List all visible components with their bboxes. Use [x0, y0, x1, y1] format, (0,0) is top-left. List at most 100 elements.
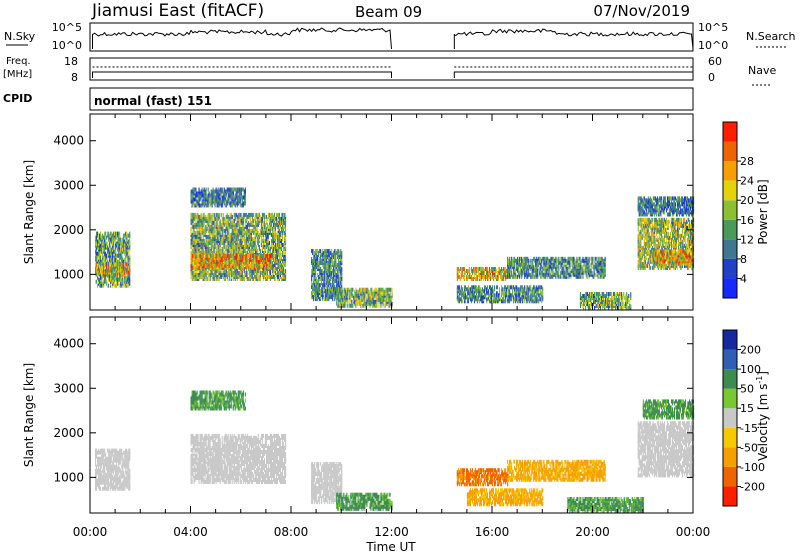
echo-cell	[341, 285, 343, 290]
echo-cell	[378, 287, 380, 292]
echo-cell	[337, 269, 339, 273]
echo-cell	[105, 275, 107, 280]
echo-cell	[279, 271, 281, 275]
echo-cell	[323, 279, 325, 284]
echo-cell	[334, 249, 336, 253]
echo-cell	[248, 212, 250, 217]
echo-cell	[329, 287, 331, 292]
echo-cell	[202, 201, 204, 206]
echo-cell	[206, 263, 208, 268]
echo-cell	[248, 237, 250, 241]
echo-cell	[474, 267, 476, 271]
echo-cell	[463, 285, 465, 290]
echo-cell	[233, 269, 235, 273]
echo-cell	[464, 271, 466, 275]
echo-cell	[484, 285, 486, 290]
echo-cell	[256, 212, 258, 217]
echo-cell	[273, 263, 275, 267]
echo-cell	[247, 212, 249, 217]
echo-cell	[241, 271, 243, 275]
echo-cell	[225, 189, 227, 194]
echo-cell	[107, 273, 109, 278]
echo-cell	[328, 297, 330, 302]
echo-cell	[461, 287, 463, 292]
echo-cell	[222, 195, 224, 200]
echo-cell	[230, 259, 232, 264]
echo-cell	[212, 273, 214, 277]
echo-cell	[231, 259, 233, 263]
echo-cell	[284, 251, 286, 255]
echo-cell	[467, 285, 469, 290]
echo-cell	[206, 195, 208, 200]
echo-cell	[202, 259, 204, 264]
echo-cell	[110, 249, 112, 254]
echo-cell	[191, 212, 193, 217]
echo-cell	[260, 261, 262, 266]
echo-cell	[195, 187, 197, 192]
echo-cell	[272, 234, 274, 239]
echo-cell	[282, 234, 284, 239]
echo-cell	[199, 191, 201, 196]
echo-cell	[243, 212, 245, 217]
echo-cell	[200, 273, 202, 277]
echo-cell	[363, 287, 365, 292]
echo-cell	[207, 263, 209, 268]
echo-cell	[479, 287, 481, 292]
echo-cell	[192, 239, 194, 243]
echo-cell	[278, 234, 280, 239]
echo-cell	[496, 285, 498, 290]
echo-cell	[245, 271, 247, 275]
echo-cell	[470, 275, 472, 279]
echo-cell	[380, 297, 382, 302]
echo-cell	[237, 195, 239, 200]
echo-cell	[338, 263, 340, 267]
echo-cell	[333, 255, 335, 259]
echo-cell	[322, 283, 324, 288]
echo-cell	[265, 257, 267, 262]
echo-cell	[475, 275, 477, 279]
echo-cell	[268, 269, 270, 273]
echo-cell	[235, 267, 237, 271]
echo-cell	[488, 289, 490, 294]
echo-cell	[341, 271, 343, 275]
echo-cell	[112, 251, 114, 256]
echo-cell	[520, 285, 522, 290]
echo-cell	[249, 269, 251, 273]
echo-cell	[377, 297, 379, 302]
echo-cell	[313, 277, 315, 281]
echo-cell	[265, 267, 267, 271]
echo-cell	[207, 277, 209, 281]
echo-cell	[330, 283, 332, 288]
echo-cell	[235, 222, 237, 227]
echo-cell	[122, 281, 124, 286]
echo-cell	[241, 187, 243, 192]
echo-cell	[265, 271, 267, 275]
echo-cell	[97, 264, 99, 269]
echo-cell	[267, 249, 269, 253]
echo-cell	[252, 277, 254, 281]
echo-cell	[276, 255, 278, 259]
echo-cell	[239, 247, 241, 251]
echo-cell	[217, 237, 219, 241]
echo-cell	[337, 299, 339, 304]
echo-cell	[213, 237, 215, 241]
echo-cell	[212, 191, 214, 196]
echo-cell	[121, 277, 123, 282]
echo-cell	[123, 233, 125, 238]
echo-cell	[225, 237, 227, 241]
echo-cell	[339, 281, 341, 286]
echo-cell	[222, 263, 224, 268]
echo-cell	[194, 197, 196, 202]
echo-cell	[193, 212, 195, 217]
echo-cell	[104, 251, 106, 256]
echo-cell	[104, 270, 106, 275]
echo-cell	[270, 257, 272, 262]
echo-cell	[490, 285, 492, 290]
echo-cell	[489, 299, 491, 304]
echo-cell	[96, 231, 98, 236]
echo-cell	[193, 222, 195, 227]
echo-cell	[230, 263, 232, 268]
echo-cell	[493, 267, 495, 271]
echo-cell	[104, 253, 106, 258]
